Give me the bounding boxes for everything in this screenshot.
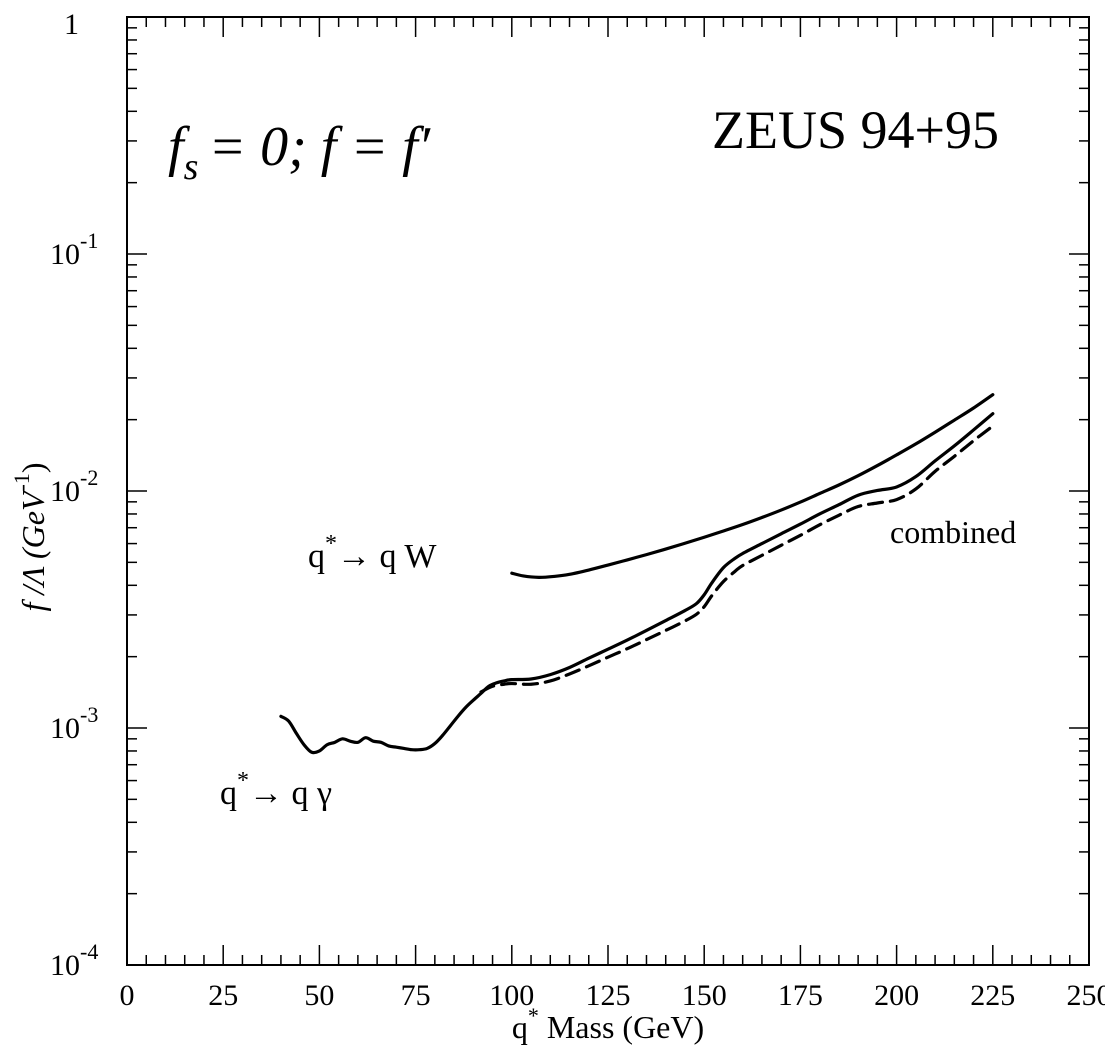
annotation-qgamma: q*→ q γ (220, 768, 332, 812)
y-tick-base: 10 (50, 475, 80, 508)
y-tick-base: 10 (50, 949, 80, 982)
x-axis-label-sup: * (528, 1003, 539, 1028)
x-tick-label: 50 (304, 979, 334, 1012)
annotation-qw-post: q W (371, 538, 437, 575)
annotation-qgamma-q: q (220, 775, 237, 812)
x-tick-label: 225 (970, 979, 1015, 1012)
x-tick-label: 200 (874, 979, 919, 1012)
annotation-qgamma-post: q γ (283, 775, 332, 812)
annotation-qw-sup: * (325, 531, 337, 557)
x-tick-labels: 0 25 50 75 100 125 150 175 200 225 250 (120, 979, 1105, 1012)
title-left-sub: s (184, 146, 199, 188)
annotation-qw: q*→ q W (308, 531, 437, 575)
title-left: fs = 0; f = f′ (168, 116, 431, 188)
y-axis-label: f /Λ (GeV-1) (9, 462, 51, 611)
x-tick-label: 150 (682, 979, 727, 1012)
y-tick-labels: 110-110-210-310-4 (50, 8, 98, 982)
y-tick-base: 10 (50, 712, 80, 745)
y-tick-exp: -2 (80, 465, 98, 490)
y-tick-exp: -1 (80, 228, 98, 253)
y-tick-exp: -3 (80, 702, 98, 727)
x-axis-label: q* Mass (GeV) (512, 1003, 704, 1045)
annotation-qgamma-arrow: → (249, 775, 283, 812)
x-axis-label-rest: Mass (GeV) (539, 1009, 704, 1045)
annotation-qw-arrow: → (337, 538, 371, 575)
annotation-combined: combined (890, 514, 1016, 550)
x-axis-label-q: q (512, 1009, 528, 1045)
y-tick-label: 10-2 (50, 465, 98, 508)
x-tick-label: 75 (401, 979, 431, 1012)
title-left-rest: = 0; f = f′ (208, 116, 430, 178)
annotation-qgamma-sup: * (237, 768, 249, 794)
title-right: ZEUS 94+95 (712, 100, 999, 160)
x-tick-label: 175 (778, 979, 823, 1012)
axis-ticks (126, 17, 1090, 966)
y-tick-exp: -4 (80, 939, 98, 964)
x-tick-label: 25 (208, 979, 238, 1012)
annotation-qw-q: q (308, 538, 325, 575)
y-tick-base: 1 (64, 8, 79, 41)
x-tick-label: 0 (120, 979, 135, 1012)
y-axis-label-main: f /Λ (GeV (15, 488, 51, 612)
y-tick-label: 10-1 (50, 228, 98, 271)
y-tick-label: 10-3 (50, 702, 98, 745)
x-tick-label: 250 (1067, 979, 1105, 1012)
y-axis-label-sup: -1 (9, 473, 34, 491)
y-tick-label: 10-4 (50, 939, 98, 982)
series-line-3 (479, 424, 995, 694)
series-line-1 (510, 393, 995, 579)
x-tick-label: 125 (586, 979, 631, 1012)
series-line-2 (279, 412, 995, 755)
y-axis-label-close: ) (15, 462, 51, 473)
y-tick-label: 1 (64, 8, 79, 41)
y-tick-base: 10 (50, 238, 80, 271)
x-tick-label: 100 (489, 979, 534, 1012)
curves (279, 393, 995, 755)
